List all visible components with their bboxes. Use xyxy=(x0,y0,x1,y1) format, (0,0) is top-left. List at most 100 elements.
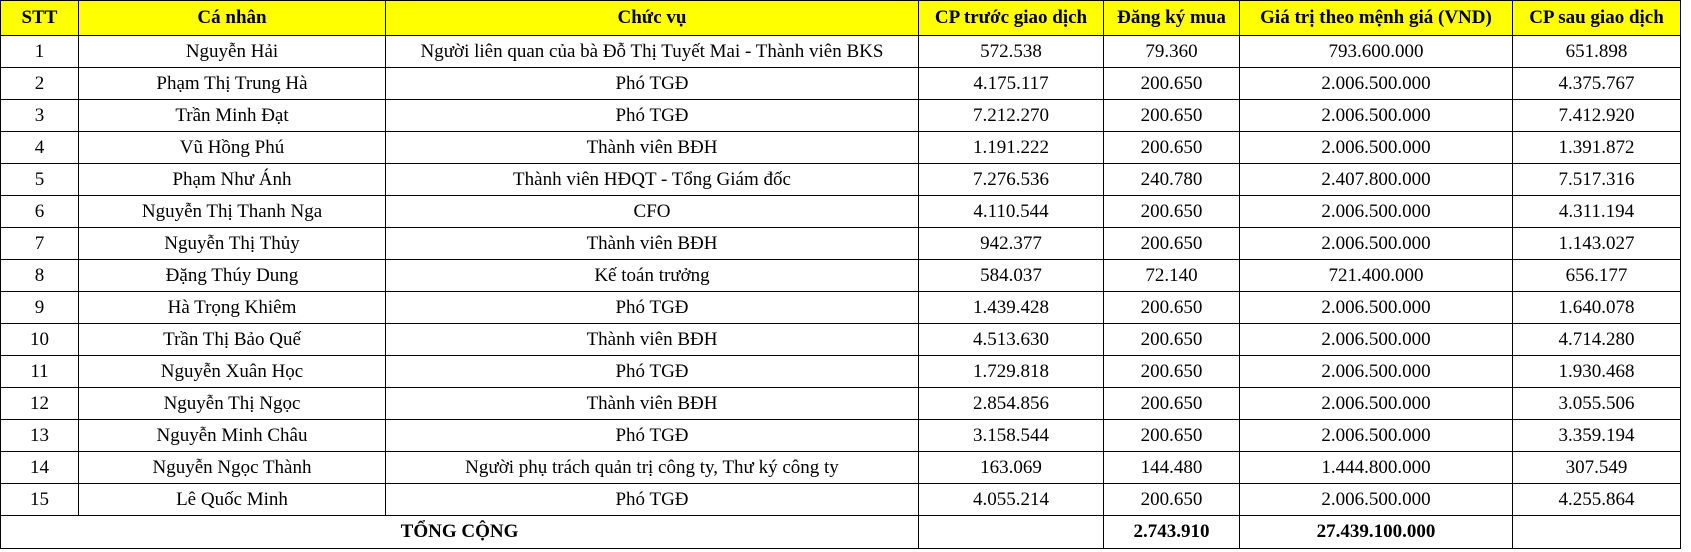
cell-registered: 200.650 xyxy=(1103,99,1240,132)
cell-stt: 12 xyxy=(0,387,79,420)
cell-role: Thành viên HĐQT - Tổng Giám đốc xyxy=(385,163,919,196)
cell-par-value: 2.006.500.000 xyxy=(1239,99,1513,132)
cell-par-value: 2.006.500.000 xyxy=(1239,131,1513,164)
cell-stt: 8 xyxy=(0,259,79,292)
cell-name: Lê Quốc Minh xyxy=(78,483,386,516)
cell-registered: 200.650 xyxy=(1103,323,1240,356)
cell-par-value: 2.407.800.000 xyxy=(1239,163,1513,196)
cell-shares-before: 942.377 xyxy=(918,227,1104,260)
cell-shares-before: 2.854.856 xyxy=(918,387,1104,420)
cell-shares-after: 1.391.872 xyxy=(1512,131,1681,164)
table-row: 3 Trần Minh Đạt Phó TGĐ 7.212.270 200.65… xyxy=(0,99,1681,132)
table-row: 11 Nguyễn Xuân Học Phó TGĐ 1.729.818 200… xyxy=(0,355,1681,388)
header-role: Chức vụ xyxy=(385,0,919,36)
table-row: 7 Nguyễn Thị Thủy Thành viên BĐH 942.377… xyxy=(0,227,1681,260)
cell-shares-before: 4.175.117 xyxy=(918,67,1104,100)
cell-stt: 11 xyxy=(0,355,79,388)
cell-registered: 200.650 xyxy=(1103,419,1240,452)
cell-registered: 79.360 xyxy=(1103,35,1240,68)
cell-par-value: 2.006.500.000 xyxy=(1239,291,1513,324)
cell-role: Phó TGĐ xyxy=(385,355,919,388)
cell-role: CFO xyxy=(385,195,919,228)
table-row: 12 Nguyễn Thị Ngọc Thành viên BĐH 2.854.… xyxy=(0,387,1681,420)
cell-shares-after: 656.177 xyxy=(1512,259,1681,292)
table-row: 5 Phạm Như Ánh Thành viên HĐQT - Tổng Gi… xyxy=(0,163,1681,196)
cell-shares-after: 3.055.506 xyxy=(1512,387,1681,420)
total-label: TỔNG CỘNG xyxy=(0,515,919,549)
cell-role: Phó TGĐ xyxy=(385,419,919,452)
cell-stt: 1 xyxy=(0,35,79,68)
cell-registered: 144.480 xyxy=(1103,451,1240,484)
cell-name: Nguyễn Thị Thanh Nga xyxy=(78,195,386,228)
cell-shares-before: 4.110.544 xyxy=(918,195,1104,228)
cell-stt: 5 xyxy=(0,163,79,196)
cell-shares-before: 7.276.536 xyxy=(918,163,1104,196)
header-shares-before: CP trước giao dịch xyxy=(918,0,1104,36)
cell-stt: 13 xyxy=(0,419,79,452)
cell-par-value: 2.006.500.000 xyxy=(1239,195,1513,228)
cell-par-value: 793.600.000 xyxy=(1239,35,1513,68)
cell-par-value: 2.006.500.000 xyxy=(1239,419,1513,452)
header-row: STT Cá nhân Chức vụ CP trước giao dịch Đ… xyxy=(0,0,1681,36)
cell-name: Nguyễn Ngọc Thành xyxy=(78,451,386,484)
table-row: 6 Nguyễn Thị Thanh Nga CFO 4.110.544 200… xyxy=(0,195,1681,228)
header-name: Cá nhân xyxy=(78,0,386,36)
cell-shares-after: 4.714.280 xyxy=(1512,323,1681,356)
cell-shares-after: 1.640.078 xyxy=(1512,291,1681,324)
cell-role: Thành viên BĐH xyxy=(385,131,919,164)
cell-registered: 72.140 xyxy=(1103,259,1240,292)
cell-name: Vũ Hồng Phú xyxy=(78,131,386,164)
cell-name: Phạm Thị Trung Hà xyxy=(78,67,386,100)
table-row: 13 Nguyễn Minh Châu Phó TGĐ 3.158.544 20… xyxy=(0,419,1681,452)
cell-registered: 200.650 xyxy=(1103,483,1240,516)
total-shares-after xyxy=(1512,515,1681,549)
header-registered: Đăng ký mua xyxy=(1103,0,1240,36)
cell-shares-after: 4.311.194 xyxy=(1512,195,1681,228)
cell-name: Hà Trọng Khiêm xyxy=(78,291,386,324)
cell-par-value: 2.006.500.000 xyxy=(1239,323,1513,356)
cell-shares-before: 163.069 xyxy=(918,451,1104,484)
table-row: 15 Lê Quốc Minh Phó TGĐ 4.055.214 200.65… xyxy=(0,483,1681,516)
cell-shares-before: 1.439.428 xyxy=(918,291,1104,324)
cell-shares-after: 1.143.027 xyxy=(1512,227,1681,260)
cell-role: Thành viên BĐH xyxy=(385,387,919,420)
cell-role: Kế toán trưởng xyxy=(385,259,919,292)
cell-shares-before: 1.729.818 xyxy=(918,355,1104,388)
cell-registered: 200.650 xyxy=(1103,227,1240,260)
cell-registered: 200.650 xyxy=(1103,291,1240,324)
cell-name: Phạm Như Ánh xyxy=(78,163,386,196)
cell-name: Trần Minh Đạt xyxy=(78,99,386,132)
cell-shares-after: 651.898 xyxy=(1512,35,1681,68)
total-row: TỔNG CỘNG 2.743.910 27.439.100.000 xyxy=(0,515,1681,549)
table-row: 9 Hà Trọng Khiêm Phó TGĐ 1.439.428 200.6… xyxy=(0,291,1681,324)
table-row: 2 Phạm Thị Trung Hà Phó TGĐ 4.175.117 20… xyxy=(0,67,1681,100)
cell-role: Phó TGĐ xyxy=(385,483,919,516)
cell-par-value: 2.006.500.000 xyxy=(1239,387,1513,420)
cell-role: Thành viên BĐH xyxy=(385,227,919,260)
cell-shares-before: 4.513.630 xyxy=(918,323,1104,356)
cell-shares-after: 3.359.194 xyxy=(1512,419,1681,452)
cell-par-value: 2.006.500.000 xyxy=(1239,67,1513,100)
header-par-value: Giá trị theo mệnh giá (VND) xyxy=(1239,0,1513,36)
cell-stt: 4 xyxy=(0,131,79,164)
cell-par-value: 2.006.500.000 xyxy=(1239,227,1513,260)
cell-registered: 200.650 xyxy=(1103,387,1240,420)
cell-stt: 7 xyxy=(0,227,79,260)
cell-stt: 6 xyxy=(0,195,79,228)
cell-stt: 14 xyxy=(0,451,79,484)
cell-name: Đặng Thúy Dung xyxy=(78,259,386,292)
header-stt: STT xyxy=(0,0,79,36)
cell-shares-after: 1.930.468 xyxy=(1512,355,1681,388)
cell-par-value: 721.400.000 xyxy=(1239,259,1513,292)
table-row: 4 Vũ Hồng Phú Thành viên BĐH 1.191.222 2… xyxy=(0,131,1681,164)
cell-stt: 9 xyxy=(0,291,79,324)
cell-shares-after: 307.549 xyxy=(1512,451,1681,484)
cell-name: Nguyễn Minh Châu xyxy=(78,419,386,452)
cell-role: Phó TGĐ xyxy=(385,67,919,100)
cell-role: Người liên quan của bà Đỗ Thị Tuyết Mai … xyxy=(385,35,919,68)
cell-stt: 3 xyxy=(0,99,79,132)
cell-registered: 200.650 xyxy=(1103,67,1240,100)
cell-shares-before: 584.037 xyxy=(918,259,1104,292)
cell-name: Trần Thị Bảo Quế xyxy=(78,323,386,356)
cell-shares-before: 572.538 xyxy=(918,35,1104,68)
